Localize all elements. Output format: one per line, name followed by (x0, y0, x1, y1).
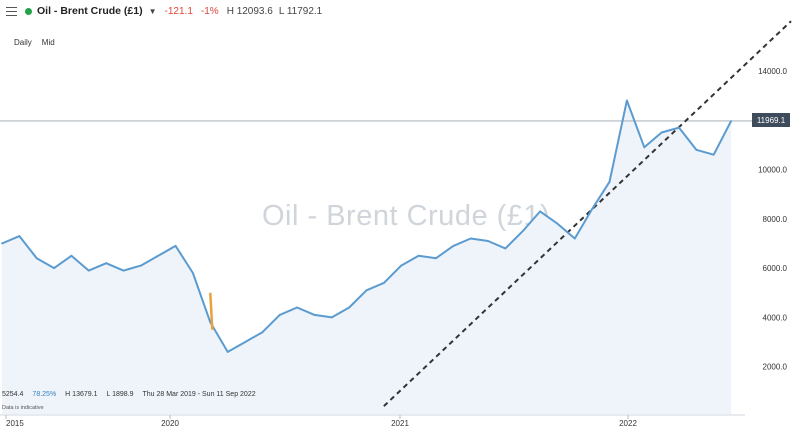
instrument-header: Oil - Brent Crude (£1) ▼ -121.1 -1% H 12… (0, 0, 793, 22)
data-point-2020-08 (296, 306, 298, 309)
chart-watermark: Oil - Brent Crude (£1) (262, 200, 551, 232)
market-open-indicator (25, 7, 32, 15)
data-point-2019-07 (70, 254, 73, 257)
data-point-2021-09 (521, 230, 524, 233)
chevron-down-icon[interactable]: ▼ (148, 6, 157, 16)
data-point-2019-03 (1, 242, 3, 245)
data-point-2020-05 (244, 341, 246, 343)
range-value: 5254.4 (2, 391, 24, 398)
range-percent: 78.25% (32, 391, 57, 398)
y-tick-label: 14000.0 (758, 67, 787, 76)
range-low: L 1898.9 (106, 391, 134, 398)
y-tick-label: 2000.0 (763, 363, 788, 372)
data-point-2021-02 (400, 264, 403, 267)
data-point-2022-01 (591, 208, 594, 210)
y-tick-label: 6000.0 (763, 264, 788, 273)
data-point-2019-05 (35, 257, 38, 260)
data-point-2021-08 (504, 247, 507, 250)
session-high: H 12093.6 (226, 5, 273, 17)
data-point-2022-03 (626, 99, 628, 102)
x-tick-label: 2020 (161, 419, 179, 428)
data-point-2021-05 (452, 245, 455, 247)
y-tick-label: 10000.0 (758, 166, 787, 175)
data-point-2022-09 (730, 120, 732, 122)
data-point-2022-04 (643, 146, 646, 149)
x-tick-label: 2015 (6, 419, 24, 428)
date-range: Thu 28 Mar 2019 - Sun 11 Sep 2022 (142, 391, 256, 398)
data-disclaimer: Data is indicative (2, 405, 44, 411)
y-tick-label: 4000.0 (763, 313, 788, 322)
data-point-2021-03 (417, 254, 420, 257)
y-tick-label: 8000.0 (763, 215, 788, 224)
data-point-2022-05 (660, 131, 663, 134)
price-change: -121.1 (164, 5, 193, 17)
data-point-2019-06 (53, 267, 55, 269)
tab-mid[interactable]: Mid (41, 38, 55, 47)
data-point-2022-08 (712, 153, 715, 156)
data-point-2020-06 (261, 331, 264, 334)
data-point-2020-10 (330, 316, 333, 319)
data-point-2021-07 (487, 240, 489, 242)
data-point-2022-06 (678, 126, 680, 129)
menu-icon[interactable] (6, 6, 17, 16)
x-tick-label: 2022 (619, 419, 637, 428)
series-area (2, 100, 732, 414)
current-price-label: 11969.1 (752, 113, 790, 127)
data-point-2021-06 (469, 237, 472, 240)
price-change-percent: -1% (200, 5, 219, 17)
data-point-2020-02 (192, 272, 194, 274)
data-point-2019-10 (122, 269, 125, 272)
trendline (383, 20, 792, 407)
data-point-2021-04 (435, 257, 437, 260)
highlight-segment (209, 292, 214, 330)
session-low: L 11792.1 (278, 5, 323, 17)
data-point-2022-07 (695, 148, 698, 151)
data-point-2019-09 (105, 262, 108, 265)
data-point-2020-11 (348, 306, 351, 309)
data-point-2019-11 (140, 264, 142, 267)
data-point-2021-11 (556, 222, 559, 225)
data-point-2019-08 (87, 269, 90, 272)
data-point-2021-12 (573, 237, 576, 240)
data-point-2021-10 (539, 210, 541, 213)
data-point-2021-01 (383, 282, 385, 284)
range-stats: 5254.4 78.25% H 13679.1 L 1898.9 Thu 28 … (2, 391, 256, 398)
data-point-2020-12 (365, 289, 368, 292)
data-point-2020-07 (278, 314, 281, 316)
tab-daily[interactable]: Daily (14, 38, 32, 47)
data-point-2019-04 (18, 235, 21, 238)
range-high: H 13679.1 (65, 391, 98, 398)
data-point-2019-12 (157, 254, 160, 257)
instrument-name[interactable]: Oil - Brent Crude (£1) (37, 5, 143, 17)
data-point-2020-04 (226, 351, 229, 353)
x-tick-label: 2021 (391, 419, 409, 428)
data-point-2020-09 (313, 314, 316, 316)
data-point-2020-01 (174, 245, 177, 247)
data-point-2022-02 (608, 180, 611, 183)
chart-options: Daily Mid (14, 38, 55, 47)
